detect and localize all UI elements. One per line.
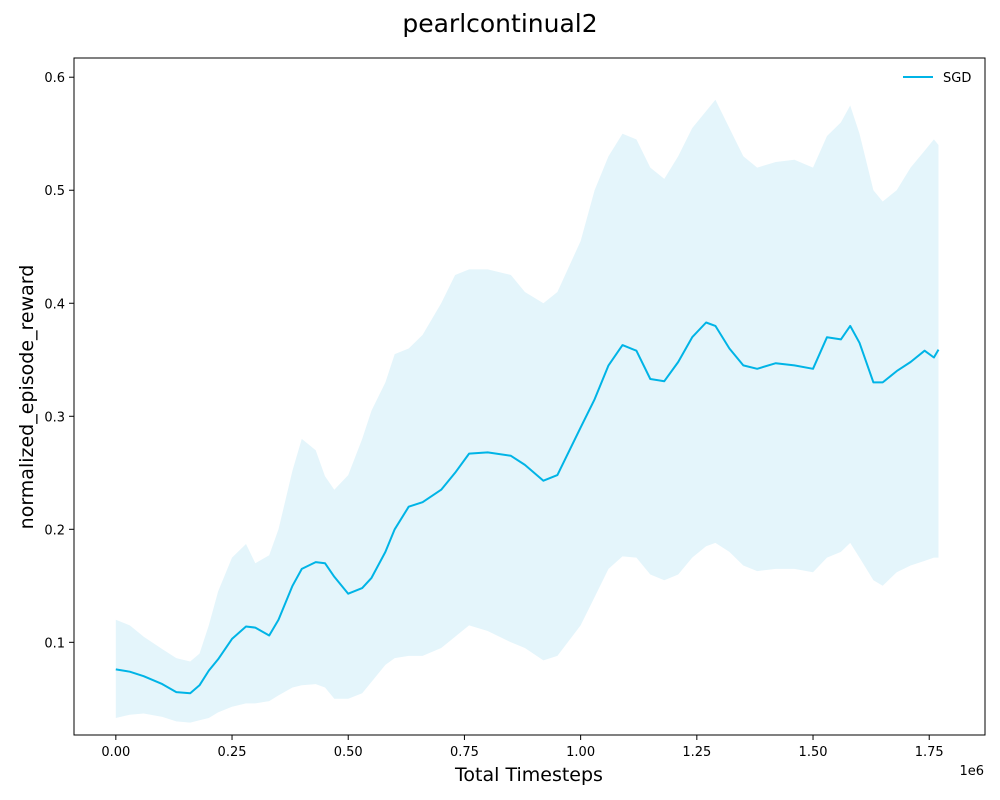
series-line-0 xyxy=(115,321,940,695)
plot-frame xyxy=(73,57,986,736)
y-tick-label: 0.2 xyxy=(44,523,65,538)
x-tick-label: 0.75 xyxy=(450,745,479,760)
legend-label-sgd: SGD xyxy=(943,71,971,86)
plot-area xyxy=(115,99,940,723)
x-tick-label: 0.00 xyxy=(101,745,130,760)
x-tick-label: 0.25 xyxy=(218,745,247,760)
x-tick-label: 1.50 xyxy=(799,745,828,760)
x-tick-label: 1.25 xyxy=(682,745,711,760)
x-tick-label: 1.75 xyxy=(915,745,944,760)
y-tick-label: 0.6 xyxy=(44,71,65,86)
x-axis-offset-label: 1e6 xyxy=(959,764,984,779)
y-tick-label: 0.4 xyxy=(44,297,65,312)
y-tick-label: 0.3 xyxy=(44,410,65,425)
y-axis: 0.1 0.2 0.3 0.4 0.5 0.6 xyxy=(44,71,74,651)
x-tick-label: 1.00 xyxy=(566,745,595,760)
confidence-band-0 xyxy=(115,99,939,723)
x-axis: 0.00 0.25 0.50 0.75 1.00 1.25 1.50 1.75 xyxy=(101,735,944,760)
y-axis-label: normalized_episode_reward xyxy=(16,265,38,530)
y-tick-label: 0.5 xyxy=(44,184,65,199)
x-tick-label: 0.50 xyxy=(334,745,363,760)
legend: SGD xyxy=(903,71,971,86)
chart-title: pearlcontinual2 xyxy=(402,9,597,38)
x-axis-label: Total Timesteps xyxy=(454,764,603,786)
y-tick-label: 0.1 xyxy=(44,636,65,651)
